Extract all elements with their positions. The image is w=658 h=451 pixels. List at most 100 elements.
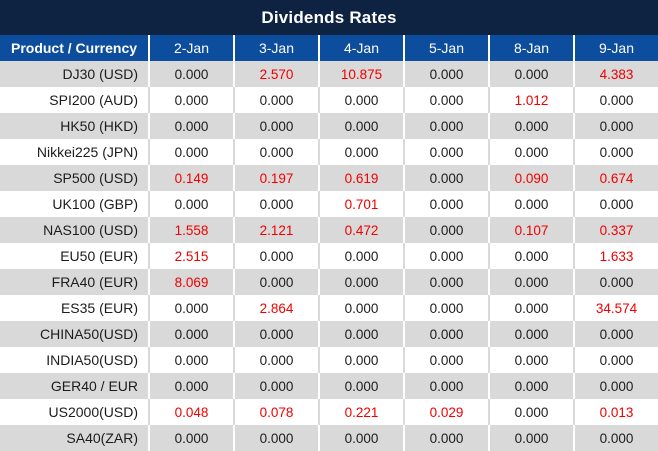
value-cell: 0.000: [599, 118, 634, 134]
value-cell: 0.000: [320, 139, 405, 165]
value-cell: 0.000: [490, 61, 575, 87]
table-row: NAS100 (USD) 1.558 2.121 0.472 0.000 0.107 0.3…: [0, 217, 658, 243]
product-cell: DJ30 (USD): [0, 61, 150, 87]
value-cell: 0.000: [235, 425, 320, 451]
value-cell: 0.000: [599, 92, 634, 108]
value-cell: 0.000: [490, 347, 575, 373]
value-cell: 0.000: [490, 269, 575, 295]
value-cell: 4.383: [599, 66, 634, 82]
value-cell: 0.000: [405, 243, 490, 269]
value-cell: 0.000: [320, 347, 405, 373]
value-cell: 0.000: [405, 113, 490, 139]
value-cell: 0.000: [235, 191, 320, 217]
value-cell: 0.000: [405, 295, 490, 321]
value-cell: 0.000: [405, 191, 490, 217]
value-cell: 0.000: [405, 373, 490, 399]
value-cell: 0.000: [235, 243, 320, 269]
product-cell: ES35 (EUR): [0, 295, 150, 321]
value-cell: 0.000: [320, 425, 405, 451]
value-cell: 0.000: [599, 196, 634, 212]
value-cell: 0.000: [405, 61, 490, 87]
value-cell: 0.000: [150, 347, 235, 373]
value-cell: 0.000: [405, 425, 490, 451]
table-row: GER40 / EUR 0.000 0.000 0.000 0.000 0.000 0.00…: [0, 373, 658, 399]
value-cell: 0.000: [490, 243, 575, 269]
table-header: Product / Currency 2-Jan 3-Jan 4-Jan 5-Jan 8…: [0, 35, 658, 61]
value-cell: 0.000: [490, 321, 575, 347]
product-currency-header: Product / Currency: [0, 35, 150, 61]
date-header: 9-Jan: [598, 40, 635, 56]
value-cell: 0.000: [150, 113, 235, 139]
table-row: SP500 (USD) 0.149 0.197 0.619 0.000 0.090 0.67…: [0, 165, 658, 191]
table-row: US2000(USD) 0.048 0.078 0.221 0.029 0.000 0.01…: [0, 399, 658, 425]
date-header: 8-Jan: [490, 35, 575, 61]
table-row: CHINA50(USD) 0.000 0.000 0.000 0.000 0.000 0.0…: [0, 321, 658, 347]
value-cell: 0.000: [320, 321, 405, 347]
value-cell: 2.570: [235, 61, 320, 87]
value-cell: 0.000: [490, 399, 575, 425]
value-cell: 0.472: [320, 217, 405, 243]
product-cell: INDIA50(USD): [0, 347, 150, 373]
value-cell: 0.029: [405, 399, 490, 425]
value-cell: 1.012: [490, 87, 575, 113]
product-cell: EU50 (EUR): [0, 243, 150, 269]
table-row: FRA40 (EUR) 8.069 0.000 0.000 0.000 0.000 0.00…: [0, 269, 658, 295]
product-cell: SP500 (USD): [0, 165, 150, 191]
value-cell: 0.000: [490, 425, 575, 451]
value-cell: 0.197: [235, 165, 320, 191]
table-row: SA40(ZAR) 0.000 0.000 0.000 0.000 0.000 0.000: [0, 425, 658, 451]
table-row: ES35 (EUR) 0.000 2.864 0.000 0.000 0.000 34.57…: [0, 295, 658, 321]
product-cell: NAS100 (USD): [0, 217, 150, 243]
value-cell: 0.000: [235, 87, 320, 113]
table-row: HK50 (HKD) 0.000 0.000 0.000 0.000 0.000 0.000: [0, 113, 658, 139]
value-cell: 0.000: [320, 295, 405, 321]
value-cell: 0.000: [150, 373, 235, 399]
date-header: 2-Jan: [150, 35, 235, 61]
product-cell: Nikkei225 (JPN): [0, 139, 150, 165]
value-cell: 0.000: [405, 269, 490, 295]
value-cell: 0.000: [150, 87, 235, 113]
value-cell: 0.149: [150, 165, 235, 191]
value-cell: 0.619: [320, 165, 405, 191]
value-cell: 0.701: [320, 191, 405, 217]
value-cell: 0.000: [150, 425, 235, 451]
value-cell: 0.107: [490, 217, 575, 243]
value-cell: 0.000: [599, 352, 634, 368]
value-cell: 2.864: [235, 295, 320, 321]
value-cell: 0.000: [235, 347, 320, 373]
table-row: INDIA50(USD) 0.000 0.000 0.000 0.000 0.000 0.0…: [0, 347, 658, 373]
value-cell: 0.000: [599, 430, 634, 446]
value-cell: 0.000: [599, 274, 634, 290]
value-cell: 0.048: [150, 399, 235, 425]
value-cell: 2.515: [150, 243, 235, 269]
product-cell: US2000(USD): [0, 399, 150, 425]
product-cell: SA40(ZAR): [0, 425, 150, 451]
value-cell: 0.013: [599, 404, 634, 420]
product-cell: FRA40 (EUR): [0, 269, 150, 295]
table-row: Nikkei225 (JPN) 0.000 0.000 0.000 0.000 0.000…: [0, 139, 658, 165]
date-header: 3-Jan: [235, 35, 320, 61]
value-cell: 0.000: [490, 373, 575, 399]
value-cell: 0.000: [405, 347, 490, 373]
value-cell: 0.000: [405, 217, 490, 243]
value-cell: 0.000: [235, 321, 320, 347]
value-cell: 0.090: [490, 165, 575, 191]
value-cell: 0.000: [490, 191, 575, 217]
date-header: 5-Jan: [405, 35, 490, 61]
value-cell: 0.000: [320, 269, 405, 295]
product-cell: HK50 (HKD): [0, 113, 150, 139]
value-cell: 0.000: [320, 113, 405, 139]
value-cell: 0.000: [490, 113, 575, 139]
table-body: DJ30 (USD) 0.000 2.570 10.875 0.000 0.000 4.38…: [0, 61, 658, 451]
table-row: SPI200 (AUD) 0.000 0.000 0.000 0.000 1.012 0.0…: [0, 87, 658, 113]
value-cell: 0.000: [599, 326, 634, 342]
value-cell: 1.633: [599, 248, 634, 264]
value-cell: 10.875: [320, 61, 405, 87]
value-cell: 34.574: [595, 300, 638, 316]
value-cell: 0.337: [599, 222, 634, 238]
value-cell: 0.000: [599, 378, 634, 394]
value-cell: 0.000: [405, 165, 490, 191]
value-cell: 0.078: [235, 399, 320, 425]
product-cell: CHINA50(USD): [0, 321, 150, 347]
product-cell: GER40 / EUR: [0, 373, 150, 399]
